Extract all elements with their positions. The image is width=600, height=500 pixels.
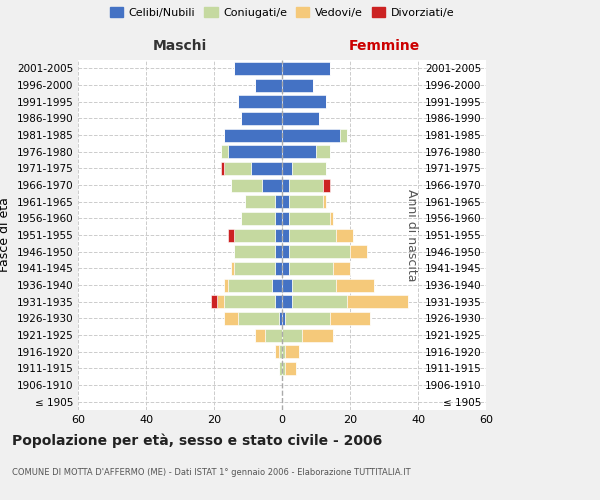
Text: Femmine: Femmine <box>349 38 419 52</box>
Bar <box>282 128 340 141</box>
Bar <box>286 312 329 325</box>
Bar <box>227 228 235 241</box>
Bar <box>251 162 282 175</box>
Y-axis label: Anni di nascita: Anni di nascita <box>405 188 418 281</box>
Bar <box>238 312 278 325</box>
Text: Popolazione per età, sesso e stato civile - 2006: Popolazione per età, sesso e stato civil… <box>12 434 382 448</box>
Bar <box>282 278 292 291</box>
Bar <box>275 345 278 358</box>
Bar <box>282 295 292 308</box>
Bar <box>275 295 282 308</box>
Bar <box>286 345 299 358</box>
Bar <box>289 195 323 208</box>
Bar <box>350 245 367 258</box>
Bar <box>275 212 282 225</box>
Bar <box>282 262 289 275</box>
Bar <box>337 228 353 241</box>
Bar <box>235 62 282 75</box>
Bar <box>323 178 329 192</box>
Bar <box>245 195 275 208</box>
Bar <box>227 145 282 158</box>
Text: COMUNE DI MOTTA D'AFFERMO (ME) - Dati ISTAT 1° gennaio 2006 - Elaborazione TUTTI: COMUNE DI MOTTA D'AFFERMO (ME) - Dati IS… <box>12 468 410 477</box>
Bar <box>289 228 337 241</box>
Bar <box>323 195 326 208</box>
Bar <box>275 228 282 241</box>
Bar <box>340 128 347 141</box>
Bar <box>255 78 282 92</box>
Bar <box>238 95 282 108</box>
Bar <box>292 295 347 308</box>
Bar <box>224 278 227 291</box>
Bar <box>282 162 292 175</box>
Bar <box>231 262 235 275</box>
Bar <box>282 78 313 92</box>
Bar <box>217 295 224 308</box>
Bar <box>224 295 275 308</box>
Bar <box>262 178 282 192</box>
Bar <box>235 228 275 241</box>
Bar <box>235 245 275 258</box>
Bar <box>282 328 302 342</box>
Bar <box>241 112 282 125</box>
Bar <box>211 295 217 308</box>
Bar <box>255 328 265 342</box>
Bar <box>275 195 282 208</box>
Bar <box>282 178 289 192</box>
Bar <box>282 312 286 325</box>
Bar <box>316 145 329 158</box>
Bar <box>241 212 275 225</box>
Legend: Celibi/Nubili, Coniugati/e, Vedovi/e, Divorziati/e: Celibi/Nubili, Coniugati/e, Vedovi/e, Di… <box>106 2 458 22</box>
Bar <box>347 295 408 308</box>
Bar <box>282 112 319 125</box>
Bar <box>278 362 282 375</box>
Y-axis label: Fasce di età: Fasce di età <box>0 198 11 272</box>
Bar <box>224 312 238 325</box>
Bar <box>282 62 329 75</box>
Bar <box>265 328 282 342</box>
Bar <box>333 262 350 275</box>
Bar <box>275 262 282 275</box>
Bar <box>224 162 251 175</box>
Bar <box>329 212 333 225</box>
Bar <box>282 228 289 241</box>
Bar <box>275 245 282 258</box>
Bar <box>302 328 333 342</box>
Bar <box>337 278 374 291</box>
Bar <box>289 262 333 275</box>
Bar <box>278 312 282 325</box>
Bar <box>227 278 272 291</box>
Bar <box>282 95 326 108</box>
Bar <box>289 245 350 258</box>
Bar <box>224 128 282 141</box>
Bar <box>282 195 289 208</box>
Bar <box>282 362 286 375</box>
Bar <box>221 162 224 175</box>
Bar <box>235 262 275 275</box>
Bar <box>282 212 289 225</box>
Text: Maschi: Maschi <box>153 38 207 52</box>
Bar <box>329 312 370 325</box>
Bar <box>282 345 286 358</box>
Bar <box>289 212 329 225</box>
Bar <box>282 245 289 258</box>
Bar <box>292 162 326 175</box>
Bar <box>289 178 323 192</box>
Bar <box>292 278 337 291</box>
Bar <box>221 145 227 158</box>
Bar <box>286 362 296 375</box>
Bar <box>278 345 282 358</box>
Bar <box>272 278 282 291</box>
Bar <box>231 178 262 192</box>
Bar <box>282 145 316 158</box>
